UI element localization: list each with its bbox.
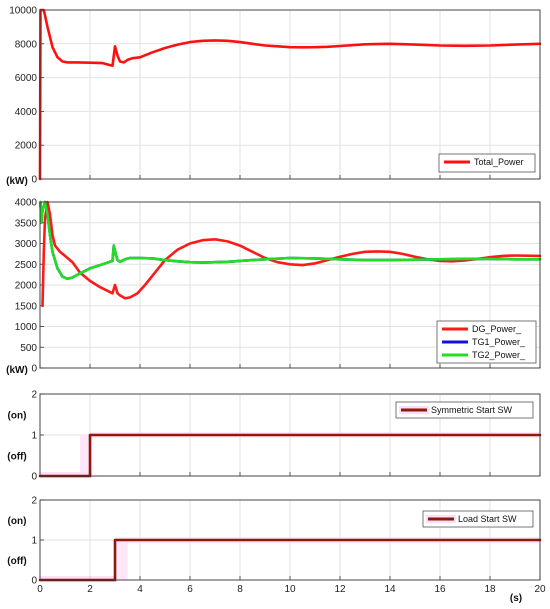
legend: Load Start SW (422, 510, 534, 528)
legend-label: Symmetric Start SW (431, 405, 513, 415)
legend-label: Load Start SW (458, 514, 517, 524)
x-tick-label: 10 (284, 584, 296, 595)
chart-panel-3: 0 1 2 (on) (off) Symmetric Start SW (7, 390, 542, 483)
y-tick-label: 1 (31, 536, 37, 547)
y-tick-label: 0 (31, 576, 37, 587)
y-tick-label: 3000 (15, 239, 38, 250)
y-tick-label: 2 (31, 390, 37, 401)
legend-label: TG1_Power_ (472, 337, 526, 347)
axes-frame (39, 499, 541, 581)
axes-frame (39, 393, 541, 477)
axes-frame (39, 201, 541, 369)
legend-label: Total_Power (474, 157, 524, 167)
y-tick-label: 2 (31, 496, 37, 507)
on-label: (on) (8, 516, 27, 527)
legend: Symmetric Start SW (395, 401, 534, 419)
y-tick-label: 6000 (15, 73, 38, 84)
legend: DG_Power_ TG1_Power_ TG2_Power_ (436, 320, 537, 364)
chart-panel-1: 0 2000 4000 6000 8000 10000 (kW) Total_Power (6, 6, 542, 187)
legend-label: DG_Power_ (472, 324, 522, 334)
x-tick-label: 8 (237, 584, 243, 595)
y-tick-label: 0 (31, 472, 37, 483)
legend-label: TG2_Power_ (472, 350, 526, 360)
off-label: (off) (7, 452, 26, 463)
y-tick-label: 1500 (15, 301, 38, 312)
series-line-1 (41, 200, 542, 308)
x-tick-label: 18 (484, 584, 496, 595)
y-tick-label: 0 (31, 175, 37, 186)
series-line-3 (39, 200, 542, 281)
y-tick-label: 4000 (15, 198, 38, 209)
x-tick-label: 20 (534, 584, 546, 595)
y-axis-unit: (kW) (6, 365, 28, 376)
x-tick-label: 14 (384, 584, 396, 595)
y-tick-label: 500 (20, 343, 37, 354)
x-tick-label: 2 (87, 584, 93, 595)
on-label: (on) (8, 411, 27, 422)
x-tick-label: 12 (334, 584, 346, 595)
y-tick-label: 2000 (15, 281, 38, 292)
x-tick-label: 6 (187, 584, 193, 595)
x-axis-unit: (s) (510, 593, 522, 604)
y-tick-label: 2500 (15, 260, 38, 271)
y-tick-label: 8000 (15, 39, 38, 50)
legend-box (438, 153, 536, 173)
legend-box (395, 401, 534, 419)
y-tick-label: 0 (31, 364, 37, 375)
axes-frame (39, 9, 541, 180)
legend: Total_Power (438, 153, 536, 173)
y-axis-unit: (kW) (6, 176, 28, 187)
x-tick-label: 16 (434, 584, 446, 595)
off-label: (off) (7, 556, 26, 567)
highlight-band (115, 540, 128, 580)
series-line-1 (38, 8, 542, 181)
x-tick-label: 0 (37, 584, 43, 595)
y-tick-label: 3500 (15, 218, 38, 229)
y-tick-label: 1000 (15, 322, 38, 333)
x-tick-label: 4 (137, 584, 143, 595)
y-tick-label: 10000 (9, 6, 37, 17)
y-tick-label: 1 (31, 431, 37, 442)
chart-panel-2: 0 500 1000 1500 2000 2500 3000 3500 4000 (kW) DG_P… (6, 198, 542, 376)
y-tick-label: 4000 (15, 107, 38, 118)
chart-panel-4: 012(on)(off)0 2 4 6 8 10 12 14 16 18 20(s)Load Sta… (7, 496, 546, 605)
y-tick-label: 2000 (15, 141, 38, 152)
